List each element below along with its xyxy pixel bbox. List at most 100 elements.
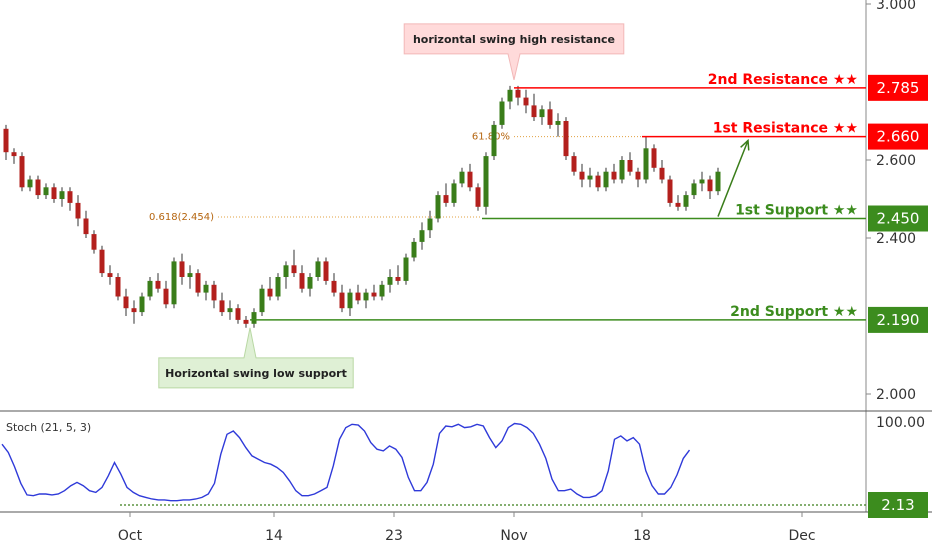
candle-body <box>451 183 457 203</box>
level-label: 2nd Support ★★ <box>730 304 858 320</box>
candle-body <box>539 109 545 118</box>
candle-body <box>651 148 657 168</box>
level-price-tag <box>868 123 928 150</box>
candle-body <box>595 175 601 188</box>
candle-body <box>139 296 145 313</box>
candle-body <box>115 277 121 297</box>
candle-body <box>379 284 385 297</box>
candle-body <box>59 191 65 199</box>
stoch-level-tag-text: 2.13 <box>881 496 914 514</box>
candle-body <box>339 292 345 309</box>
candle-body <box>355 292 361 301</box>
level-price-tag <box>868 306 928 333</box>
candle-body <box>635 171 641 180</box>
stoch-level-tag <box>868 492 928 518</box>
candle-body <box>3 128 9 153</box>
candle-body <box>611 171 617 180</box>
projection-arrowhead <box>740 138 750 151</box>
candle-body <box>91 234 97 250</box>
level-price-tag <box>868 74 928 101</box>
candle-body <box>107 273 113 277</box>
candle-body <box>619 160 625 180</box>
fib-level-label: 0.618(2.454) <box>149 212 214 223</box>
candle-body <box>467 171 473 188</box>
price-tick-label: 2.000 <box>876 387 916 403</box>
candle-body <box>187 273 193 277</box>
candle-body <box>715 171 721 192</box>
projection-arrow <box>717 140 749 217</box>
candle-body <box>203 284 209 293</box>
candle-body <box>123 296 129 309</box>
candle-body <box>683 195 689 207</box>
candle-body <box>363 292 369 301</box>
candle-body <box>35 179 41 196</box>
candle-body <box>299 273 305 289</box>
candle-body <box>283 265 289 277</box>
stoch-line <box>1 422 691 502</box>
time-tick-label: 14 <box>265 528 283 544</box>
candle-body <box>587 175 593 180</box>
candle-body <box>291 265 297 274</box>
candle-body <box>395 277 401 281</box>
candle-body <box>459 171 465 184</box>
candle-body <box>643 148 649 180</box>
level-price-tag-text: 2.785 <box>877 79 920 97</box>
candle-body <box>195 273 201 293</box>
candle-body <box>443 195 449 203</box>
candle-body <box>331 280 337 293</box>
level-price-tag-text: 2.450 <box>877 210 920 228</box>
time-tick-label: Nov <box>500 528 527 544</box>
candle-body <box>387 277 393 285</box>
time-tick-label: Oct <box>118 528 143 544</box>
candle-body <box>19 156 25 188</box>
candle-body <box>483 156 489 207</box>
stoch-label: Stoch (21, 5, 3) <box>6 421 91 434</box>
candle-body <box>83 218 89 235</box>
callout-bubble <box>403 23 625 80</box>
price-tick-label: 2.600 <box>876 153 916 169</box>
candle-body <box>267 288 273 297</box>
candle-body <box>667 179 673 203</box>
candle-body <box>659 167 665 180</box>
candle-body <box>603 171 609 188</box>
candle-body <box>99 249 105 274</box>
candle-body <box>563 121 569 157</box>
candle-body <box>427 218 433 231</box>
candle-body <box>235 308 241 320</box>
candle-body <box>411 241 417 258</box>
candle-body <box>251 312 257 324</box>
candle-body <box>699 179 705 184</box>
candle-body <box>211 284 217 301</box>
callout-text: Horizontal swing low support <box>165 367 347 380</box>
candle-body <box>499 101 505 125</box>
candle-body <box>11 152 17 157</box>
candle-body <box>67 191 73 203</box>
candle-body <box>27 179 33 188</box>
candle-body <box>163 288 169 305</box>
candle-body <box>315 261 321 277</box>
candle-body <box>707 179 713 192</box>
candle-body <box>571 156 577 172</box>
level-price-tag <box>868 205 928 232</box>
stoch-top-label: 100.00 <box>876 415 925 431</box>
candle-body <box>547 109 553 125</box>
candle-body <box>259 288 265 313</box>
candle-body <box>147 280 153 297</box>
candle-body <box>515 89 521 98</box>
candle-body <box>155 280 161 289</box>
level-label: 2nd Resistance ★★ <box>708 72 858 88</box>
candle-body <box>227 308 233 313</box>
candle-body <box>179 261 185 277</box>
candle-body <box>219 300 225 313</box>
level-price-tag-text: 2.660 <box>877 128 920 146</box>
candle-body <box>523 97 529 106</box>
candle-body <box>531 105 537 118</box>
candle-body <box>347 292 353 309</box>
candle-body <box>419 230 425 242</box>
callout-bubble <box>158 327 354 389</box>
level-label: 1st Support ★★ <box>735 203 858 219</box>
candle-body <box>171 261 177 305</box>
